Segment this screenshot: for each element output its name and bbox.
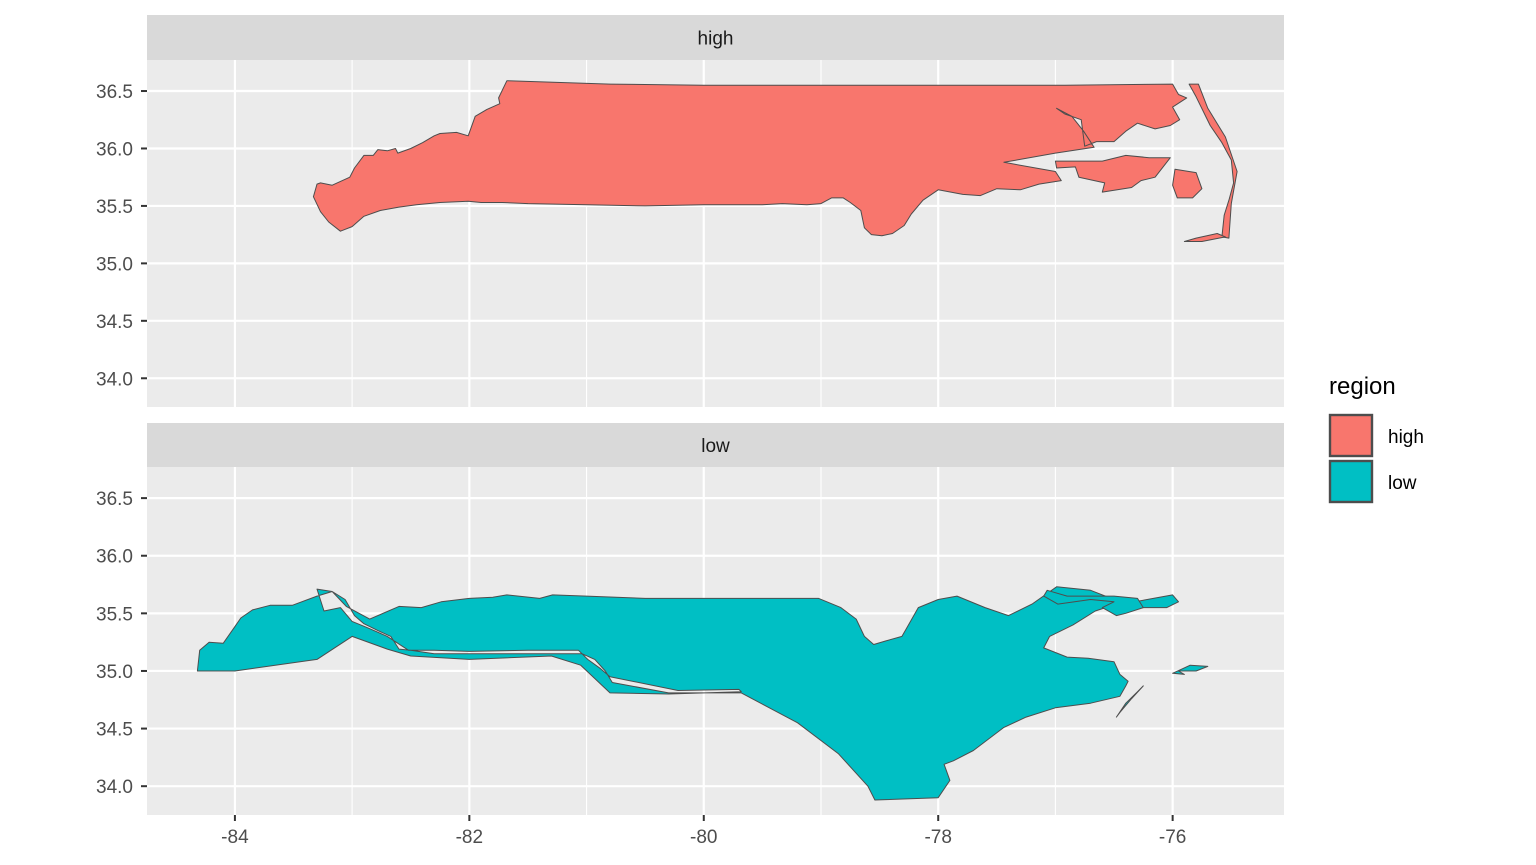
region-polygon-main bbox=[196, 586, 1179, 801]
region-polygon-main bbox=[312, 80, 1188, 237]
y-axis-high: 34.0 34.5 35.0 35.5 36.0 36.5 bbox=[96, 82, 147, 390]
legend-item-high: high bbox=[1328, 413, 1424, 458]
legend-swatch bbox=[1328, 413, 1374, 458]
facet-panel-high: high bbox=[147, 15, 1284, 407]
panels-layer: high low bbox=[147, 15, 1284, 815]
y-tick-label: 35.5 bbox=[96, 197, 133, 218]
legend-label: high bbox=[1388, 427, 1424, 448]
facet-strip-label: low bbox=[701, 436, 730, 457]
y-tick-label: 34.5 bbox=[96, 312, 133, 333]
region-polygon-island bbox=[1183, 233, 1226, 242]
region-polygon-island bbox=[1115, 685, 1144, 718]
x-tick-label: -80 bbox=[690, 827, 717, 848]
region-polygon-island bbox=[1054, 154, 1171, 193]
legend-swatch bbox=[1328, 459, 1374, 504]
y-axis: 34.0 34.5 35.0 35.5 36.0 36.5 34.0 34.5 35.0 35.5… bbox=[96, 82, 147, 798]
x-tick-label: -84 bbox=[221, 827, 249, 848]
facet-strip-label: high bbox=[698, 29, 734, 50]
facet-strip-low bbox=[147, 423, 1284, 467]
y-tick-label: 36.5 bbox=[96, 82, 133, 103]
region-polygon-island bbox=[1172, 168, 1203, 199]
legend-item-low: low bbox=[1328, 459, 1417, 504]
y-tick-label: 34.0 bbox=[96, 777, 133, 798]
y-tick-label: 35.5 bbox=[96, 604, 133, 625]
y-axis-low: 34.0 34.5 35.0 35.5 36.0 36.5 bbox=[96, 489, 147, 798]
x-tick-label: -78 bbox=[924, 827, 951, 848]
y-tick-label: 36.0 bbox=[96, 139, 133, 160]
y-tick-label: 34.0 bbox=[96, 369, 133, 390]
region-polygon-island bbox=[1043, 589, 1144, 617]
y-tick-label: 35.0 bbox=[96, 662, 133, 683]
region-polygon-island bbox=[1172, 664, 1209, 675]
x-tick-label: -82 bbox=[456, 827, 483, 848]
legend: region high low bbox=[1328, 373, 1424, 504]
facet-strip-high bbox=[147, 15, 1284, 60]
x-tick-label: -76 bbox=[1159, 827, 1186, 848]
region-polygon-island bbox=[1188, 83, 1238, 239]
facet-panel-low: low bbox=[147, 423, 1284, 815]
x-axis: -84 -82 -80 -78 -76 bbox=[221, 815, 1186, 848]
y-tick-label: 36.5 bbox=[96, 489, 133, 510]
y-tick-label: 35.0 bbox=[96, 254, 133, 275]
y-tick-label: 36.0 bbox=[96, 547, 133, 568]
y-tick-label: 34.5 bbox=[96, 720, 133, 741]
region-shape-high bbox=[312, 80, 1238, 242]
legend-label: low bbox=[1388, 473, 1417, 494]
region-shape-low bbox=[196, 586, 1209, 801]
legend-title: region bbox=[1329, 373, 1396, 400]
